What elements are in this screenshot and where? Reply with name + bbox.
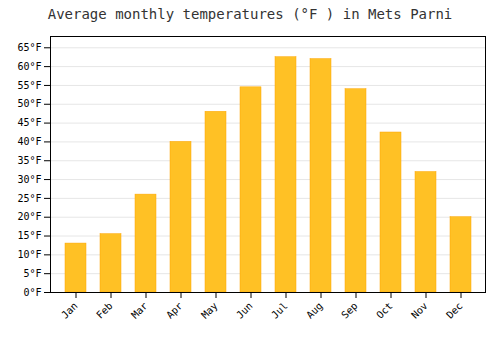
svg-text:Apr: Apr [164, 300, 185, 321]
svg-text:Oct: Oct [374, 300, 395, 321]
svg-text:5°F: 5°F [23, 268, 41, 279]
svg-text:25°F: 25°F [17, 193, 41, 204]
html-text:Average monthly temperatures (: Average monthly temperatures (°F ) in Me… [47, 6, 453, 22]
svg-text:Sep: Sep [339, 300, 360, 321]
svg-text:Jan: Jan [59, 300, 80, 321]
svg-text:55°F: 55°F [17, 80, 41, 91]
svg-text:15°F: 15°F [17, 230, 41, 241]
svg-text:50°F: 50°F [17, 98, 41, 109]
svg-text:Feb: Feb [94, 300, 115, 321]
svg-text:20°F: 20°F [17, 211, 41, 222]
svg-text:Aug: Aug [304, 300, 325, 321]
svg-text:Jul: Jul [269, 300, 290, 321]
svg-text:0°F: 0°F [23, 287, 41, 298]
svg-text:Dec: Dec [444, 300, 465, 321]
svg-text:30°F: 30°F [17, 174, 41, 185]
svg-text:45°F: 45°F [17, 117, 41, 128]
svg-text:60°F: 60°F [17, 61, 41, 72]
svg-text:40°F: 40°F [17, 136, 41, 147]
svg-text:Nov: Nov [409, 300, 430, 321]
svg-text:May: May [199, 300, 220, 321]
svg-text:Jun: Jun [234, 300, 255, 321]
svg-text:10°F: 10°F [17, 249, 41, 260]
svg-text:35°F: 35°F [17, 155, 41, 166]
svg-text:65°F: 65°F [17, 42, 41, 53]
svg-text:Mar: Mar [129, 300, 150, 321]
